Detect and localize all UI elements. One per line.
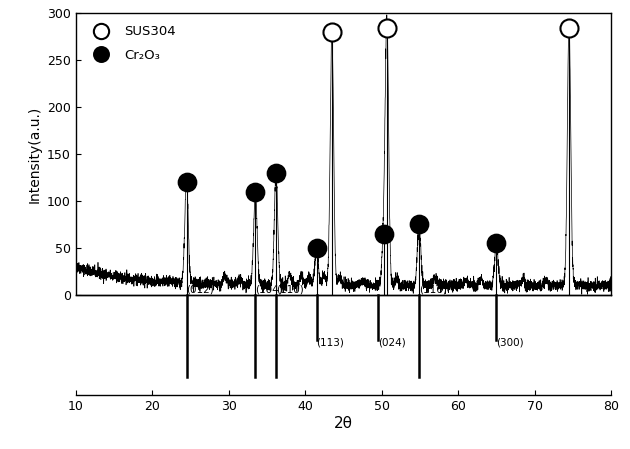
Text: (024): (024) [378,338,406,348]
Text: (110): (110) [276,285,304,295]
Text: (300): (300) [496,338,524,348]
X-axis label: 2θ: 2θ [334,416,353,431]
Text: (012): (012) [186,285,214,295]
Legend: SUS304, Cr₂O₃: SUS304, Cr₂O₃ [82,20,181,67]
Text: (113): (113) [316,338,345,348]
Text: (116): (116) [419,285,447,295]
Text: (104): (104) [255,285,283,295]
Y-axis label: Intensity(a.u.): Intensity(a.u.) [27,106,42,202]
